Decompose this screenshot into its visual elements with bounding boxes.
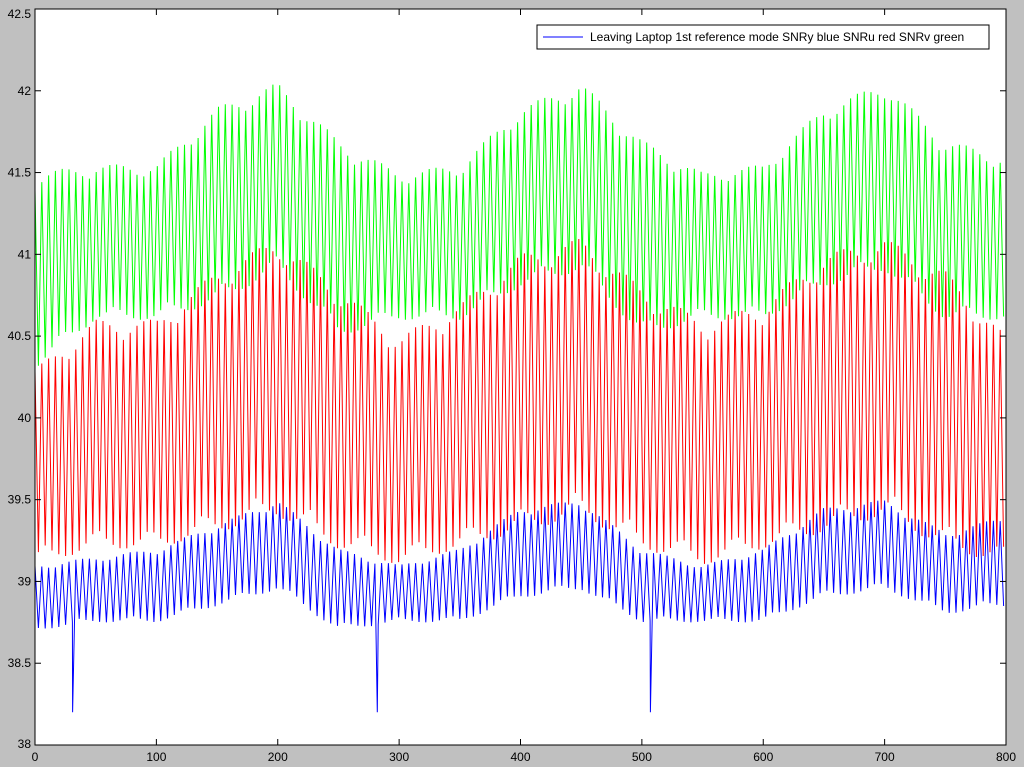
- series-line-1: [34, 238, 1005, 564]
- x-tick-label: 800: [996, 750, 1016, 764]
- y-tick-label: 38.5: [8, 656, 32, 670]
- x-tick-label: 0: [32, 750, 39, 764]
- legend-entry-label: Leaving Laptop 1st reference mode SNRy b…: [590, 30, 964, 44]
- legend-box: [536, 24, 990, 50]
- tick-layer: 0 100 200 300 400 500 600 700 800 38 38.5 39 39.5 40 4…: [8, 7, 1017, 764]
- y-tick-label: 40.5: [8, 329, 32, 343]
- x-tick-label: 600: [753, 750, 773, 764]
- plot-background: [35, 9, 1006, 745]
- y-tick-label: 42: [18, 84, 32, 98]
- x-tick-label: 500: [632, 750, 652, 764]
- series-line-0: [34, 84, 1005, 366]
- legend: Leaving Laptop 1st reference mode SNRy b…: [536, 24, 990, 50]
- y-tick-label: 39: [18, 574, 32, 588]
- x-tick-label: 300: [389, 750, 409, 764]
- y-tick-label: 39.5: [8, 493, 32, 507]
- y-tick-label: 40: [18, 411, 32, 425]
- y-tick-label: 41: [18, 247, 32, 261]
- series-layer: [34, 84, 1005, 713]
- x-tick-label: 400: [510, 750, 530, 764]
- x-tick-label: 700: [875, 750, 895, 764]
- y-tick-label: 41.5: [8, 166, 32, 180]
- x-tick-label: 100: [146, 750, 166, 764]
- x-tick-label: 200: [268, 750, 288, 764]
- series-line-2: [34, 500, 1005, 713]
- y-tick-label: 38: [18, 737, 32, 751]
- y-tick-label: 42.5: [8, 7, 32, 21]
